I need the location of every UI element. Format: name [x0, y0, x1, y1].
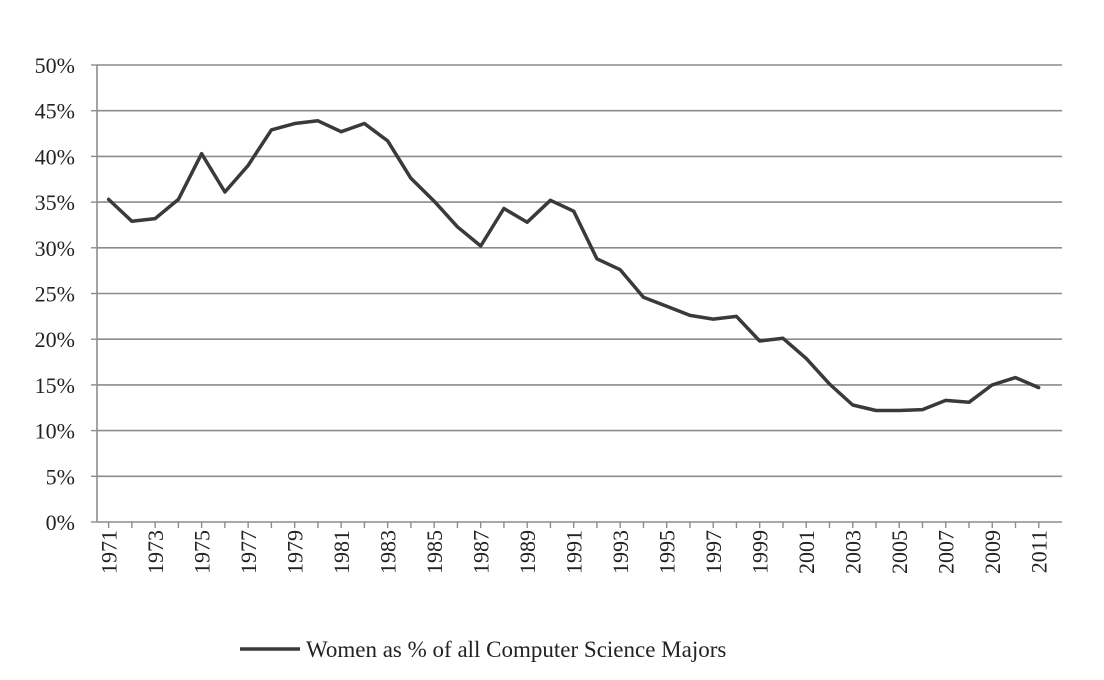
x-tick-label: 1983: [376, 530, 401, 574]
x-tick-label: 1985: [422, 530, 447, 574]
x-tick-label: 1981: [329, 530, 354, 574]
x-tick-label: 2001: [794, 530, 819, 574]
x-tick-label: 2007: [934, 530, 959, 574]
legend-label: Women as % of all Computer Science Major…: [306, 637, 726, 662]
y-axis-tick-labels: 0% 5% 10% 15% 20% 25% 30% 35% 40% 45% 50%: [35, 53, 75, 535]
x-tick-label: 1995: [655, 530, 680, 574]
y-tick-label: 25%: [35, 282, 75, 307]
x-tick-label: 1999: [748, 530, 773, 574]
x-tick-label: 2009: [980, 530, 1005, 574]
axes: [91, 64, 1062, 528]
x-tick-label: 1997: [701, 530, 726, 574]
x-tick-label: 1987: [469, 530, 494, 574]
x-tick-label: 1975: [190, 530, 215, 574]
series-line: [106, 119, 1041, 413]
y-tick-label: 15%: [35, 373, 75, 398]
x-tick-label: 1979: [283, 530, 308, 574]
y-tick-label: 30%: [35, 236, 75, 261]
legend: Women as % of all Computer Science Major…: [240, 637, 726, 662]
x-tick-label: 2011: [1027, 530, 1052, 573]
x-axis-tick-labels: 1971 1973 1975 1977 1979 1981 1983 1985 1987 1989…: [97, 530, 1052, 574]
x-tick-label: 1977: [236, 530, 261, 574]
y-tick-label: 10%: [35, 419, 75, 444]
y-tick-label: 40%: [35, 144, 75, 169]
x-tick-label: 1991: [562, 530, 587, 574]
x-tick-label: 1989: [515, 530, 540, 574]
x-tick-label: 1971: [97, 530, 122, 574]
x-tick-label: 1973: [143, 530, 168, 574]
y-tick-label: 45%: [35, 99, 75, 124]
x-tick-label: 2003: [841, 530, 866, 574]
gridlines: [97, 64, 1062, 478]
y-tick-label: 20%: [35, 327, 75, 352]
x-tick-label: 2005: [887, 530, 912, 574]
series-lines: [106, 119, 1041, 413]
y-tick-label: 35%: [35, 190, 75, 215]
y-tick-label: 5%: [46, 464, 75, 489]
y-tick-label: 50%: [35, 53, 75, 78]
x-tick-label: 1993: [608, 530, 633, 574]
y-tick-label: 0%: [46, 510, 75, 535]
